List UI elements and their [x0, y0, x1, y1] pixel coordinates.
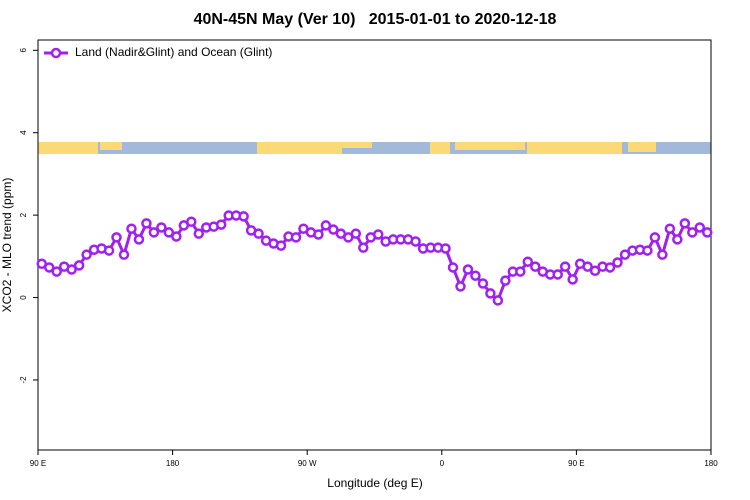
land-ocean-strip	[38, 142, 711, 154]
data-point	[275, 240, 287, 251]
y-tick-label: -2	[19, 376, 28, 384]
legend-label: Land (Nadir&Glint) and Ocean (Glint)	[75, 45, 272, 59]
legend-marker	[50, 47, 62, 59]
data-point	[642, 245, 653, 256]
data-point	[492, 295, 504, 306]
data-point	[672, 234, 683, 245]
plot-frame	[37, 39, 712, 451]
data-point	[66, 264, 77, 275]
data-point	[313, 229, 324, 240]
data-point	[156, 222, 167, 233]
data-point	[679, 218, 691, 229]
data-point	[530, 261, 541, 272]
data-point	[253, 228, 264, 239]
x-tick-label: 90 E	[568, 459, 584, 468]
data-point	[455, 281, 466, 292]
data-point	[470, 270, 481, 281]
land-band	[455, 142, 525, 150]
data-point	[582, 261, 593, 272]
data-point	[171, 231, 182, 242]
data-point	[552, 269, 563, 280]
data-point	[290, 232, 302, 243]
data-point	[657, 249, 668, 260]
data-point	[163, 227, 175, 238]
x-tick-label: 0	[440, 459, 445, 468]
data-point	[141, 218, 152, 229]
chart-title: 40N-45N May (Ver 10) 2015-01-01 to 2020-…	[194, 11, 557, 28]
data-point	[111, 232, 122, 243]
data-point	[186, 216, 197, 227]
x-tick-label: 180	[704, 459, 718, 468]
data-point	[350, 228, 362, 239]
land-band	[38, 142, 98, 154]
data-point	[410, 236, 421, 247]
data-point	[604, 262, 616, 273]
y-tick-label: 0	[19, 295, 28, 300]
data-point	[702, 227, 713, 238]
x-tick-label: 90 E	[30, 459, 46, 468]
data-point	[372, 229, 384, 240]
data-point	[477, 278, 489, 289]
data-point	[43, 262, 55, 273]
x-tick-label: 180	[166, 459, 180, 468]
data-point	[133, 234, 145, 245]
land-band	[257, 142, 342, 154]
data-point	[612, 257, 623, 268]
data-point	[649, 232, 661, 243]
data-point	[515, 266, 526, 277]
data-point	[238, 211, 249, 222]
data-point	[51, 266, 62, 277]
land-band	[430, 142, 450, 154]
data-point	[522, 256, 534, 267]
data-point	[118, 249, 130, 260]
data-point	[148, 227, 160, 238]
data-point	[694, 222, 706, 233]
data-point	[664, 223, 676, 234]
data-point	[559, 261, 571, 272]
y-tick-label: 2	[19, 212, 28, 217]
data-point	[328, 224, 339, 235]
data-point	[447, 262, 459, 273]
y-tick-label: 6	[19, 48, 28, 53]
data-point	[73, 260, 85, 271]
y-tick-label: 4	[19, 130, 28, 135]
data-point	[567, 274, 578, 285]
land-band	[628, 142, 656, 152]
data-point	[500, 275, 511, 286]
x-tick-label: 90 W	[298, 459, 317, 468]
data-point	[215, 219, 227, 230]
x-axis-label: Longitude (deg E)	[327, 476, 422, 490]
data-point	[193, 228, 205, 239]
data-point	[440, 243, 451, 254]
data-point	[589, 265, 601, 277]
data-point	[619, 249, 631, 260]
data-point	[687, 227, 698, 238]
data-point	[485, 288, 496, 299]
series-line	[41, 214, 709, 304]
data-point	[358, 242, 369, 253]
data-point	[81, 249, 92, 260]
land-band	[342, 142, 372, 148]
y-axis-label: XCO2 - MLO trend (ppm)	[0, 178, 14, 313]
data-point	[320, 220, 332, 231]
land-band	[527, 142, 622, 154]
land-band	[100, 142, 122, 150]
data-point	[462, 264, 474, 275]
data-point	[126, 223, 137, 234]
data-point	[103, 245, 115, 256]
